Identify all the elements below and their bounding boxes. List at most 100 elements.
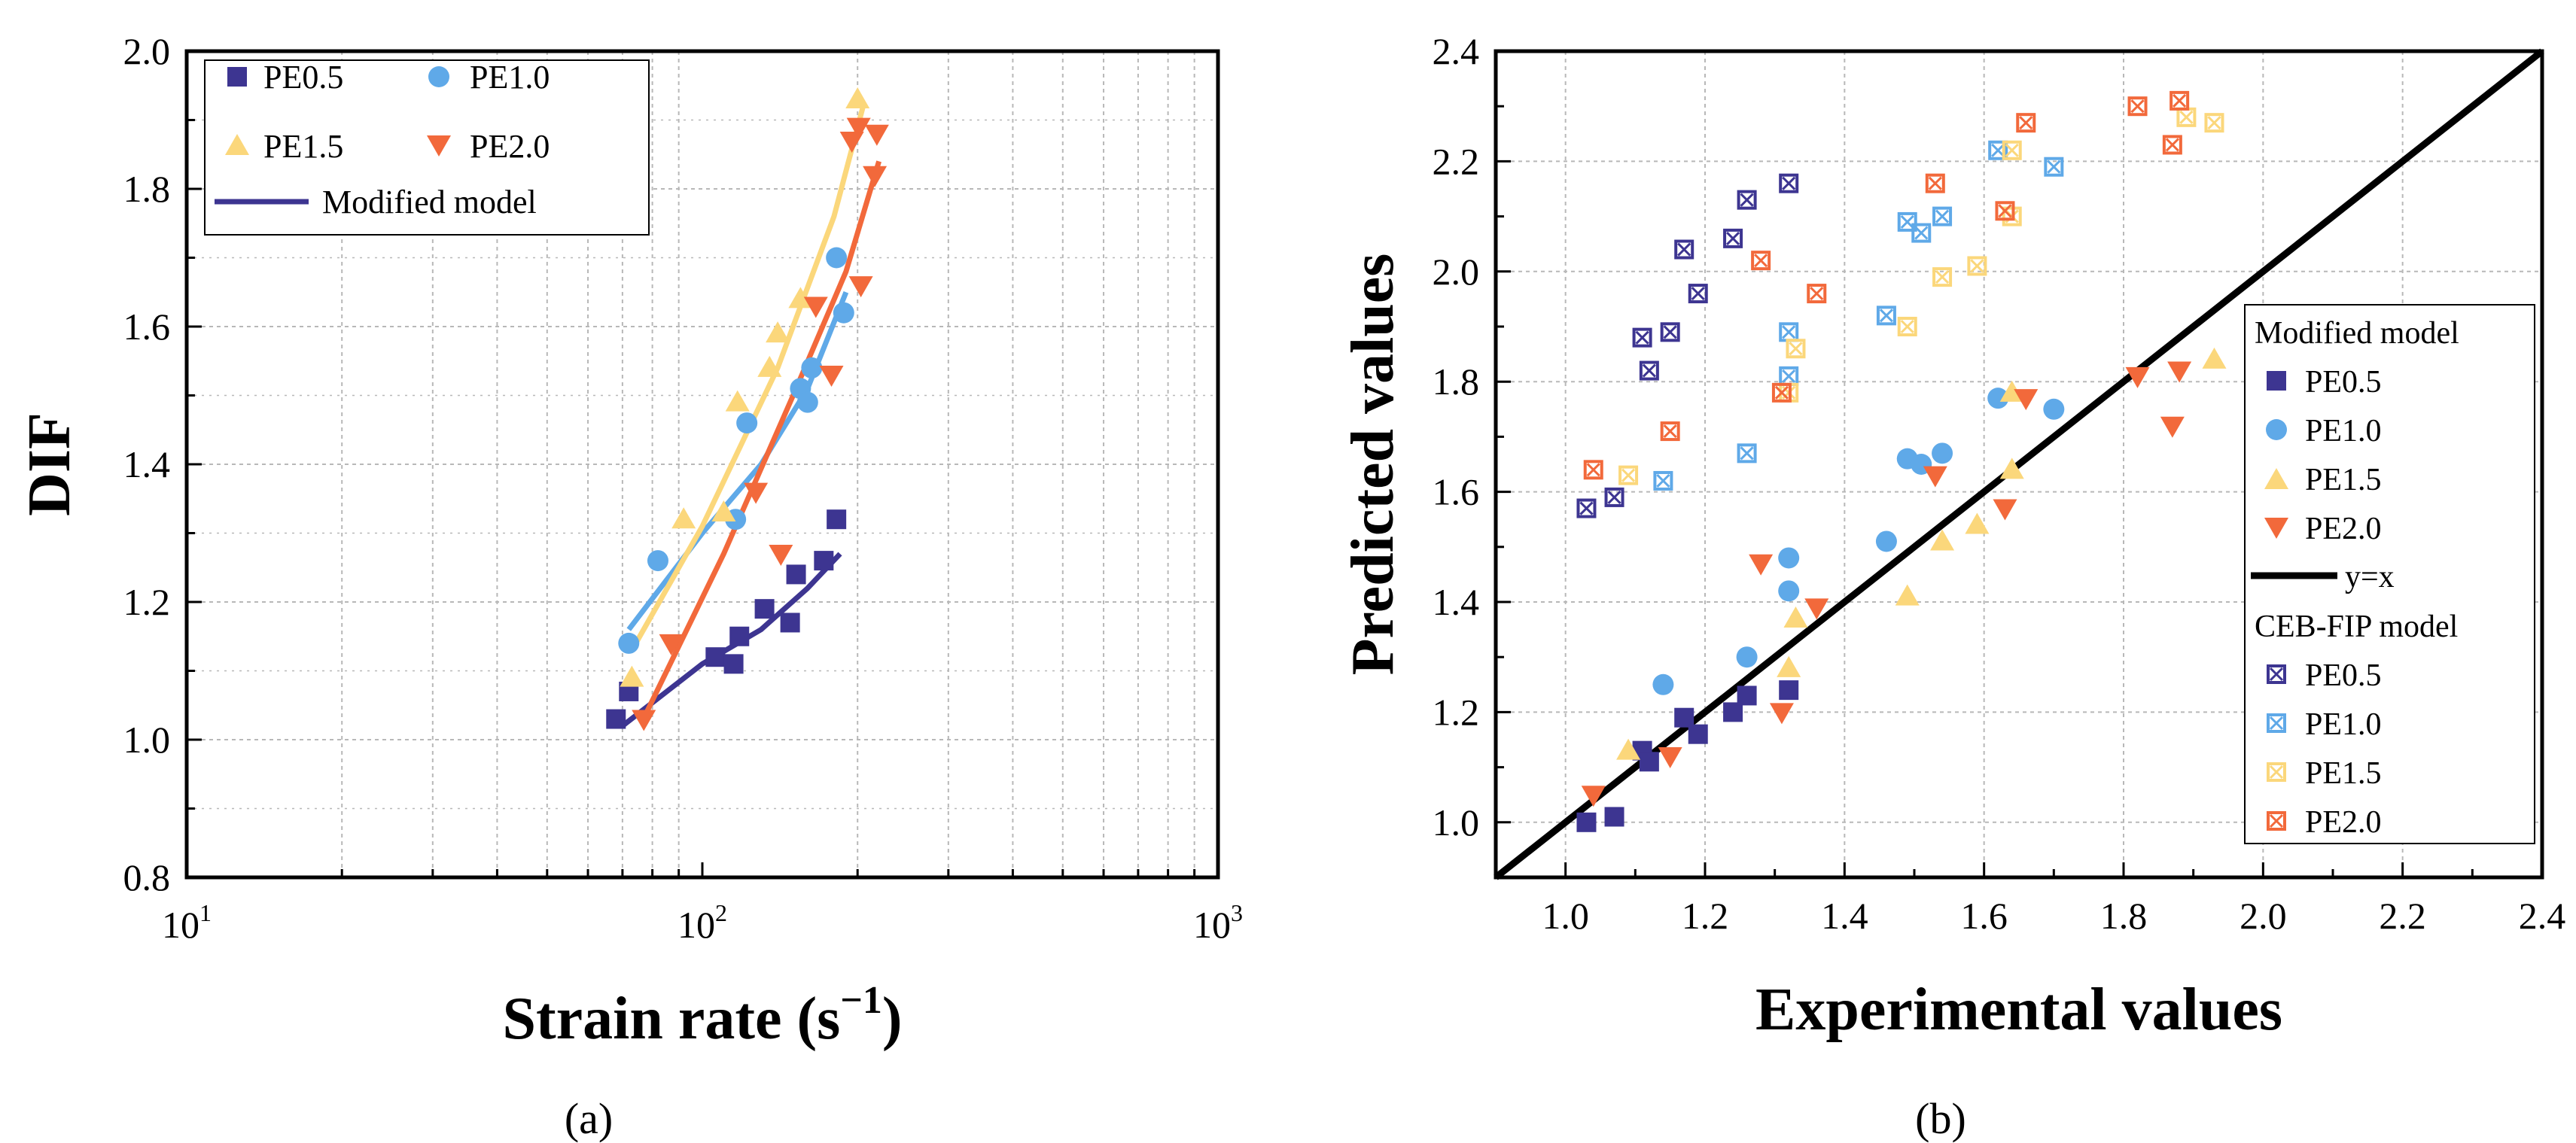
- ceb-fip-point-pe10: [1737, 443, 1757, 464]
- ceb-fip-point-pe10: [1653, 470, 1673, 491]
- ceb-fip-point-pe10: [1911, 223, 1932, 243]
- marker-cross: [1970, 259, 1984, 273]
- ceb-fip-point-pe20: [2162, 135, 2182, 155]
- legend-marker-pe15: [225, 134, 249, 155]
- marker-cross: [2269, 716, 2284, 731]
- modified-point-pe05: [1639, 752, 1659, 772]
- data-point-pe20: [848, 276, 873, 298]
- marker-cross: [1998, 204, 2012, 218]
- data-point-pe05: [606, 709, 626, 729]
- modified-point-pe10: [1932, 442, 1953, 464]
- ceb-fip-point-pe10: [2044, 157, 2064, 177]
- legend-box: [204, 59, 650, 236]
- data-point-pe05: [754, 599, 775, 619]
- marker-cross: [1663, 424, 1677, 439]
- marker-box: [1932, 267, 1953, 287]
- data-point-pe10: [796, 391, 818, 413]
- marker-cross: [1900, 214, 1914, 229]
- data-point-pe10: [801, 357, 823, 378]
- marker-cross: [1754, 254, 1768, 268]
- marker-cross: [1928, 176, 1942, 190]
- marker-cross: [1789, 342, 1803, 356]
- ceb-fip-point-pe05: [1688, 284, 1708, 304]
- marker-box: [2002, 140, 2022, 160]
- ceb-fip-point-pe20: [1660, 421, 1680, 442]
- data-point-pe20: [819, 366, 844, 388]
- y-tick-label: 1.2: [1433, 691, 1480, 733]
- marker-cross: [1774, 385, 1789, 400]
- modified-point-pe05: [1688, 724, 1708, 744]
- marker-cross: [2179, 110, 2194, 124]
- y-tick-label: 1.8: [1433, 360, 1480, 403]
- data-point-pe20: [769, 544, 793, 566]
- legend-label-ceb-pe05: PE0.5: [2305, 658, 2382, 693]
- data-point-pe05: [705, 647, 726, 667]
- panel-b-y-axis-title: Predicted values: [1340, 254, 1406, 676]
- panel-a-legend: PE0.5 PE1.0 PE1.5 PE2.0 Modified model: [204, 59, 650, 236]
- marker-cross: [1656, 473, 1670, 488]
- ceb-fip-point-pe05: [1737, 190, 1757, 210]
- modified-point-pe20: [2014, 389, 2039, 411]
- legend-label-ceb-pe15: PE1.5: [2305, 756, 2382, 791]
- marker-box: [1751, 251, 1771, 271]
- modified-point-pe20: [1993, 499, 2017, 521]
- modified-point-pe20: [1658, 746, 1682, 768]
- marker-box: [2016, 113, 2036, 133]
- marker-box: [1807, 284, 1827, 304]
- ceb-fip-point-pe05: [1674, 239, 1694, 260]
- modified-point-pe05: [1604, 807, 1624, 827]
- panel-a-x-tick-labels: 101 102 103: [162, 899, 1243, 946]
- marker-cross: [2047, 160, 2061, 174]
- marker-box: [1653, 470, 1673, 491]
- x-tick-label: 2.4: [2519, 895, 2566, 937]
- ceb-fip-point-pe15: [2002, 140, 2022, 160]
- marker-cross: [1914, 226, 1929, 240]
- data-point-pe20: [803, 296, 828, 318]
- legend-marker-ceb-pe15: [2267, 762, 2286, 782]
- data-point-pe05: [729, 626, 750, 646]
- data-point-pe15: [620, 665, 644, 687]
- marker-cross: [2005, 143, 2019, 157]
- marker-box: [1660, 322, 1680, 342]
- data-point-pe10: [833, 302, 854, 324]
- marker-box: [1639, 360, 1659, 381]
- x-tick-label: 2.0: [2240, 895, 2287, 937]
- modified-point-pe20: [1749, 554, 1774, 576]
- y-tick-label: 1.6: [123, 306, 171, 348]
- data-point-pe05: [786, 564, 806, 585]
- x-tick-label: 1.4: [1821, 895, 1868, 937]
- marker-cross: [1642, 363, 1656, 378]
- data-point-pe15: [788, 287, 813, 309]
- modified-point-pe10: [1736, 646, 1758, 668]
- panel-b-y-tick-labels: 1.0 1.2 1.4 1.6 1.8 2.0 2.2 2.4: [1433, 30, 1480, 844]
- data-point-pe20: [632, 710, 656, 731]
- panel-a-label: (a): [565, 1094, 613, 1143]
- ceb-fip-point-pe20: [1583, 460, 1603, 480]
- modified-point-pe15: [1999, 458, 2024, 479]
- legend-label-ceb-pe20: PE2.0: [2305, 805, 2382, 840]
- marker-box: [1576, 498, 1597, 518]
- marker-cross: [2269, 813, 2284, 828]
- panel-b-label: (b): [1915, 1094, 1966, 1143]
- modified-point-pe20: [1923, 466, 1947, 488]
- data-point-pe10: [736, 412, 758, 434]
- marker-cross: [2207, 116, 2221, 130]
- ceb-fip-point-pe05: [1723, 228, 1743, 248]
- legend-ceb-markers: [2267, 664, 2286, 831]
- marker-cross: [1663, 325, 1677, 339]
- ceb-fip-point-pe05: [1604, 487, 1624, 507]
- ceb-fip-point-pe20: [2170, 90, 2190, 111]
- y-tick-label: 1.4: [123, 443, 171, 485]
- marker-cross: [2173, 93, 2187, 108]
- ceb-fip-point-pe20: [1807, 284, 1827, 304]
- marker-box: [1618, 465, 1639, 485]
- data-point-pe20: [863, 166, 888, 187]
- data-point-pe20: [659, 634, 684, 655]
- marker-cross: [1579, 501, 1594, 515]
- data-point-pe05: [827, 509, 847, 530]
- data-point-pe20: [744, 482, 769, 504]
- modified-point-pe15: [1783, 606, 1808, 628]
- legend-marker-ceb-pe10: [2267, 713, 2286, 733]
- legend-label-pe05: PE0.5: [2305, 365, 2382, 400]
- panel-b-ticks: [1494, 50, 2544, 879]
